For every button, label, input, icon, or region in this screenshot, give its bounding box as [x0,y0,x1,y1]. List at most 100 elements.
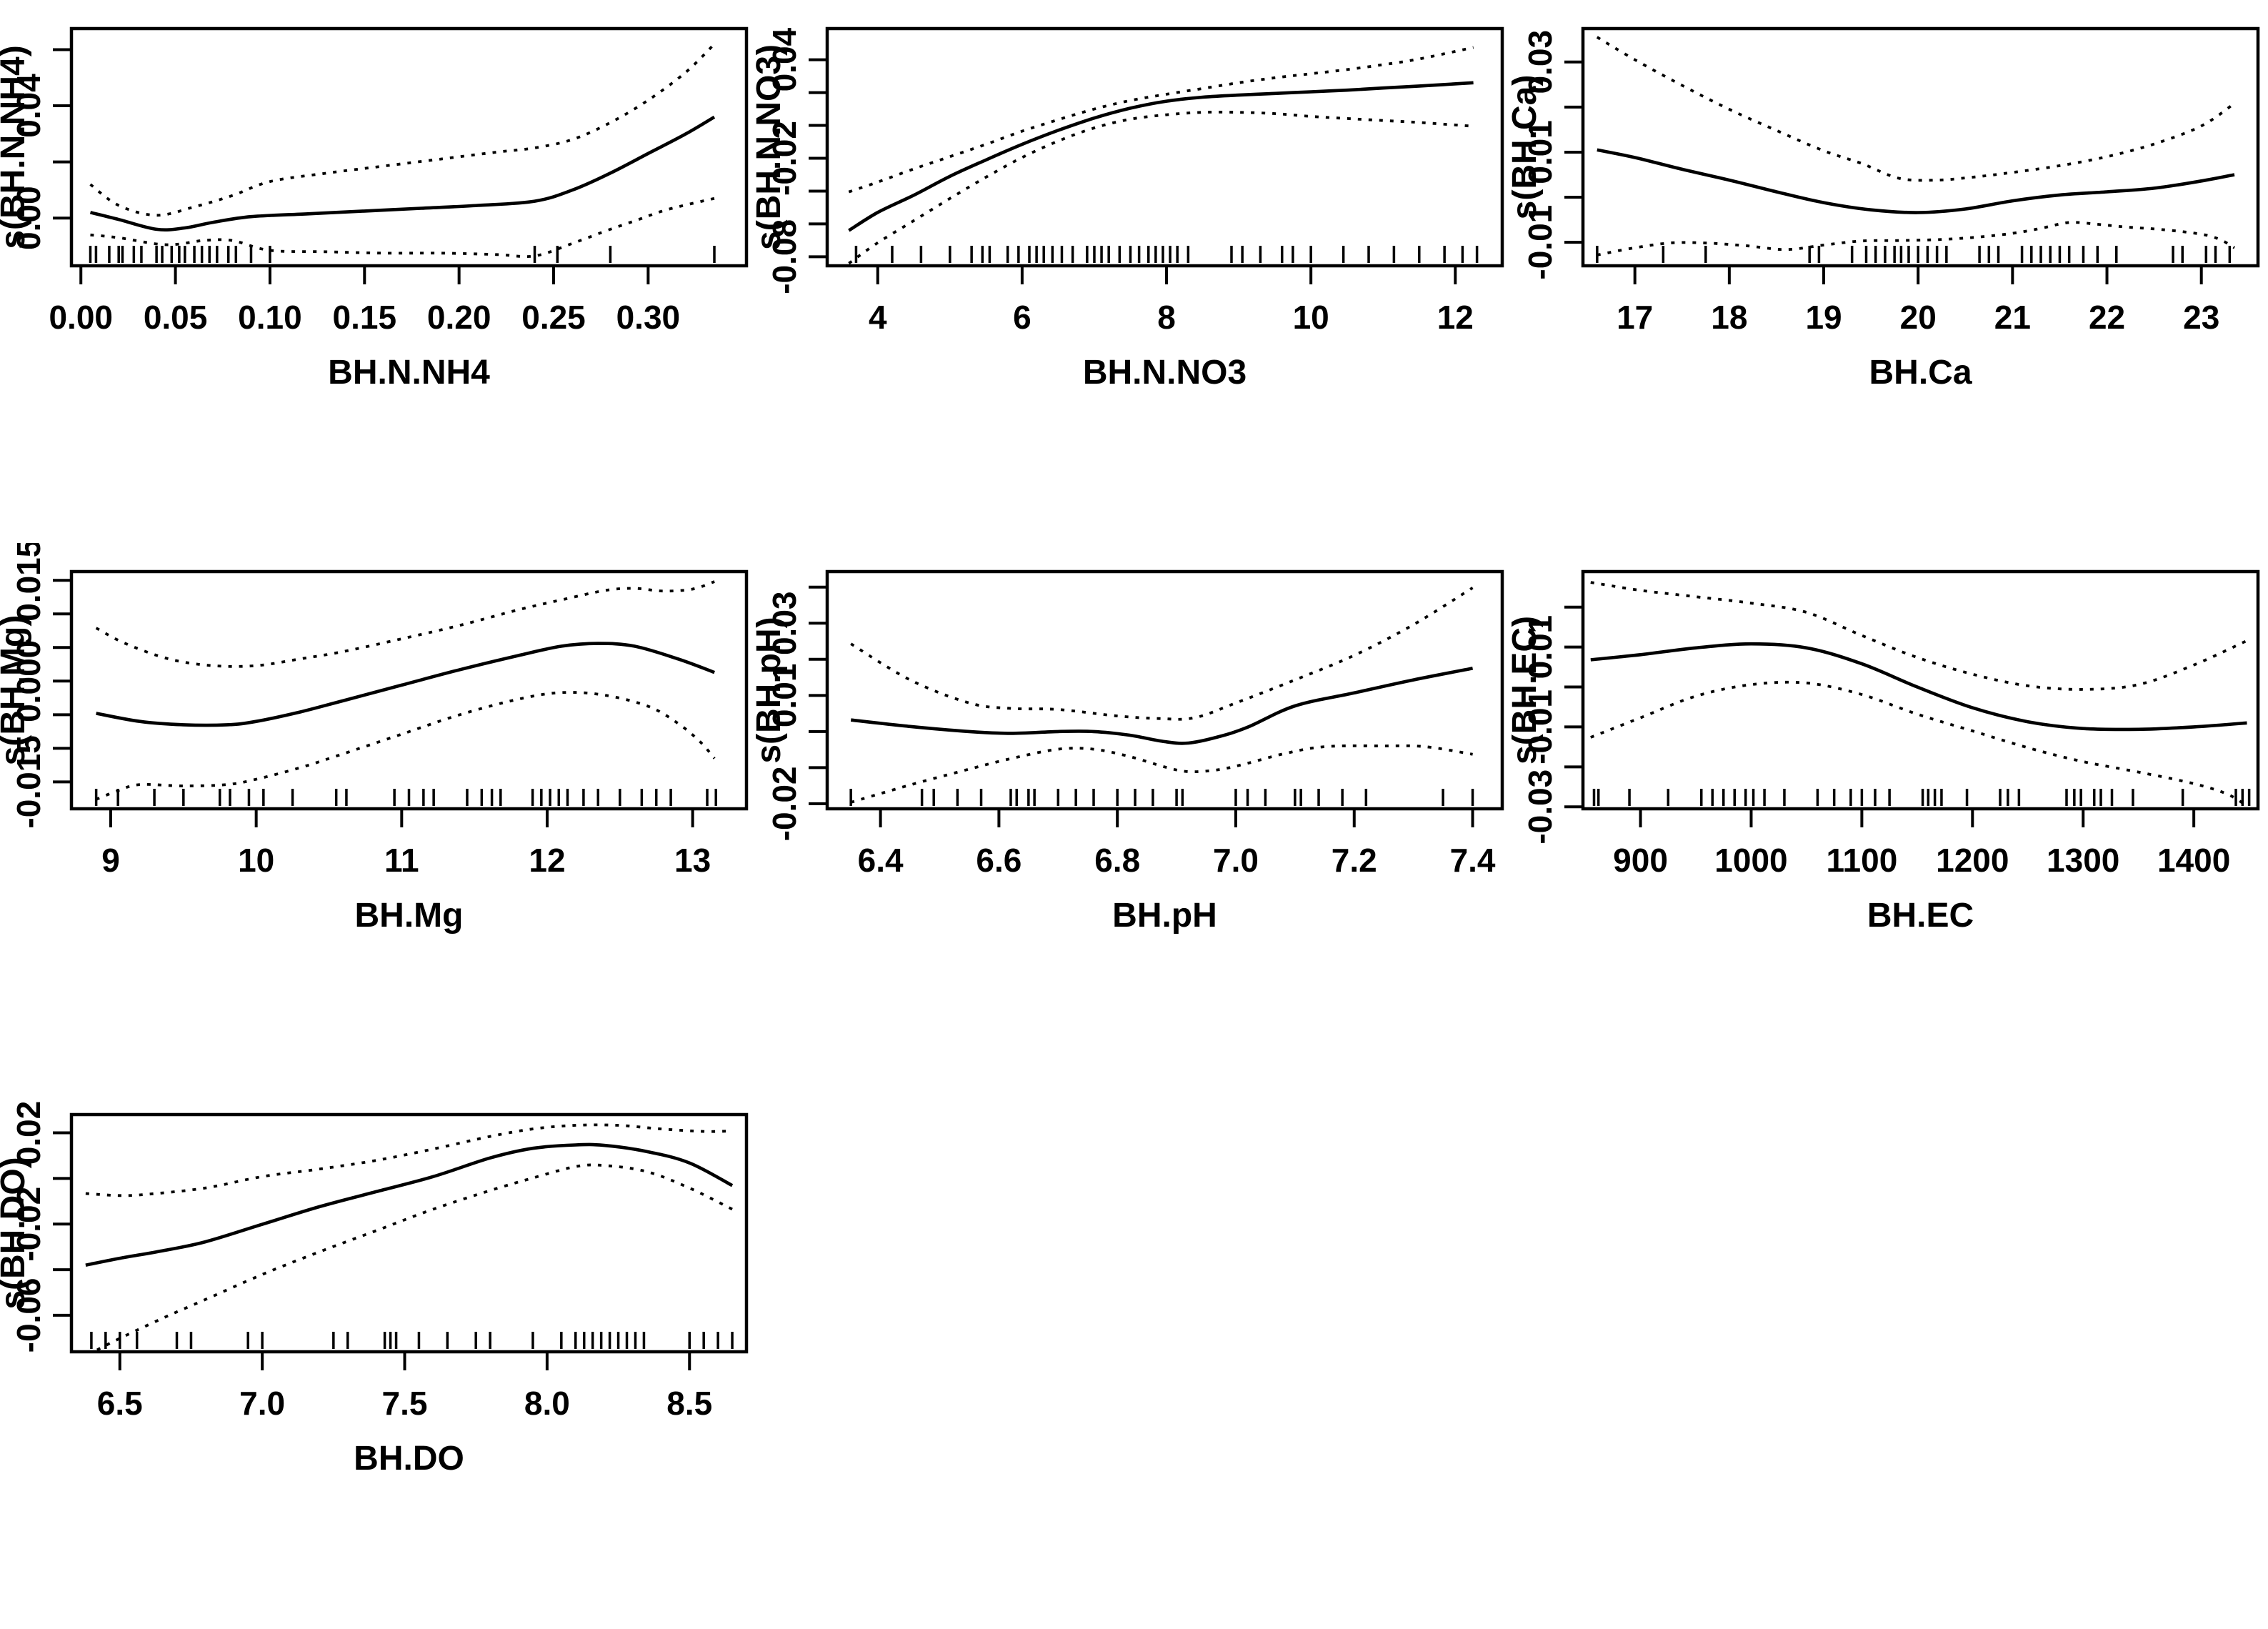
gam-panel-svg-do: 6.5 7.0 7.5 8.0 8.5 -0.06 -0.02 0.02 BH.DO s(BH.D… [0,1101,749,1478]
x-tick-label: 1000 [1714,842,1787,879]
fit-line [89,115,716,231]
x-tick-label: 8 [1157,299,1176,336]
x-tick-label: 7.2 [1332,842,1377,879]
fit-line [848,81,1474,232]
y-tick-label: 0.01 [1522,120,1559,184]
lower-ci-line [90,196,715,259]
x-tick-label: 12 [1437,299,1474,336]
x-tick-label: 6 [1013,299,1031,336]
lower-ci-line [95,691,716,801]
x-axis-title: BH.EC [1867,897,1974,935]
x-tick-label: 0.15 [333,299,397,336]
y-tick-label: -0.02 [766,121,803,196]
y-axis-title: s(BH.EC) [1512,616,1544,764]
gam-panel-svg-no3: 4 6 8 10 12 -0.08 -0.02 0.04 BH.N.NO3 s(BH.N.NO3) [750,26,1504,392]
x-tick-label: 900 [1613,842,1668,879]
y-axis-title: s(BH.Ca) [1512,75,1544,220]
x-tick-label: 6.8 [1094,842,1140,879]
y-tick-label: 0.03 [766,591,803,655]
curves-group [848,46,1474,265]
y-axis-title: s(BH.N.NH4) [0,45,32,249]
x-tick-label: 7.0 [239,1385,285,1422]
x-axis-title: BH.N.NO3 [1083,354,1247,392]
x-axis-title: BH.Mg [355,897,464,935]
gam-panel-svg-nh4: 0.00 0.05 0.10 0.15 0.20 0.25 0.30 0.00 0.04 BH.N… [0,26,749,392]
x-axis-title: BH.DO [354,1440,464,1478]
curves-group [850,587,1474,804]
gam-panel-ca: 17 18 19 20 21 22 23 -0.01 0.01 0.03 BH.Ca s(BH.Ca) [1506,0,2267,543]
lower-ci-line [1590,680,2248,807]
y-tick-label: 0.000 [10,640,47,722]
lower-ci-line [1597,221,2235,256]
y-axis-title: s(BH.DO) [0,1157,32,1309]
plot-box [1581,26,2260,268]
upper-ci-line [1590,581,2248,691]
x-axis-title: BH.Ca [1869,354,1972,392]
x-tick-label: 10 [238,842,274,879]
gam-panel-svg-mg: 9 10 11 12 13 -0.015 0.000 0.015 BH.Mg s(BH.Mg) [0,539,749,935]
fit-line [96,642,716,727]
y-tick-label: 0.02 [10,1101,47,1165]
y-tick-label: -0.06 [10,1277,47,1352]
rug-marks [94,789,717,806]
y-tick-label: 0.01 [766,664,803,728]
y-tick-label: -0.02 [10,1187,47,1262]
x-tick-label: 1300 [2047,842,2119,879]
y-axis-title: s(BH.N.NO3) [756,44,788,250]
gam-panel-ph: 6.4 6.6 6.8 7.0 7.2 7.4 -0.02 0.01 0.03 BH.pH s(BH… [750,543,1512,1086]
gam-panel-no3: 4 6 8 10 12 -0.08 -0.02 0.04 BH.N.NO3 s(BH.N.NO3) [750,0,1512,543]
fit-line [1597,148,2235,214]
y-axis-title: s(BH.pH) [756,617,788,763]
y-tick-label: -0.02 [766,766,803,841]
y-tick-label: -0.03 [1522,769,1559,845]
y-tick-label: 0.015 [10,543,47,622]
x-tick-label: 4 [869,299,887,336]
x-tick-label: 12 [529,842,565,879]
gam-panel-svg-ph: 6.4 6.6 6.8 7.0 7.2 7.4 -0.02 0.01 0.03 BH.pH s(BH… [750,569,1504,935]
plot-box [69,26,749,268]
x-tick-label: 23 [2183,299,2219,336]
x-tick-label: 6.4 [858,842,904,879]
y-tick-label: -0.01 [1522,689,1559,764]
x-tick-label: 9 [101,842,120,879]
fit-line [850,667,1474,745]
x-tick-label: 0.30 [616,299,681,336]
gam-panel-ec: 900 1000 1100 1200 1300 1400 -0.03 -0.01 0.01 BH.… [1506,543,2267,1086]
plot-box [69,569,749,811]
upper-ci-line [95,580,715,668]
plot-box [825,26,1504,268]
curves-group [85,1123,734,1352]
plot-box [69,1112,749,1354]
x-tick-label: 8.5 [666,1385,712,1422]
curves-group [95,580,716,801]
x-tick-label: 1400 [2157,842,2230,879]
x-tick-label: 1200 [1936,842,2009,879]
x-axis-title: BH.N.NH4 [328,354,490,392]
x-tick-label: 7.5 [382,1385,428,1422]
x-tick-label: 10 [1293,299,1329,336]
upper-ci-line [89,43,716,217]
curves-group [89,43,716,259]
rug-marks [1596,246,2232,263]
curves-group [1596,36,2236,256]
gam-panel-mg: 9 10 11 12 13 -0.015 0.000 0.015 BH.Mg s(BH.Mg) [0,539,756,1086]
gam-panel-svg-ec: 900 1000 1100 1200 1300 1400 -0.03 -0.01 0.01 BH.… [1506,569,2260,935]
x-tick-label: 7.0 [1213,842,1259,879]
x-tick-label: 21 [1994,299,2031,336]
gam-panel-do: 6.5 7.0 7.5 8.0 8.5 -0.06 -0.02 0.02 BH.DO s(BH.D… [0,1086,756,1629]
y-tick-label: -0.01 [1522,205,1559,280]
x-tick-label: 0.10 [238,299,302,336]
gam-panel-nh4: 0.00 0.05 0.10 0.15 0.20 0.25 0.30 0.00 0.04 BH.N… [0,0,756,543]
rug-marks [1592,789,2251,806]
x-tick-label: 1100 [1826,842,1897,879]
rug-marks [854,246,1479,263]
plot-box [825,569,1504,811]
lower-ci-line [96,1163,733,1352]
plot-box [1581,569,2260,811]
rug-marks [90,1332,734,1349]
curves-group [1590,581,2248,807]
upper-ci-line [850,587,1474,721]
gam-panel-svg-ca: 17 18 19 20 21 22 23 -0.01 0.01 0.03 BH.Ca s(BH.Ca) [1506,26,2260,392]
x-tick-label: 17 [1617,299,1653,336]
